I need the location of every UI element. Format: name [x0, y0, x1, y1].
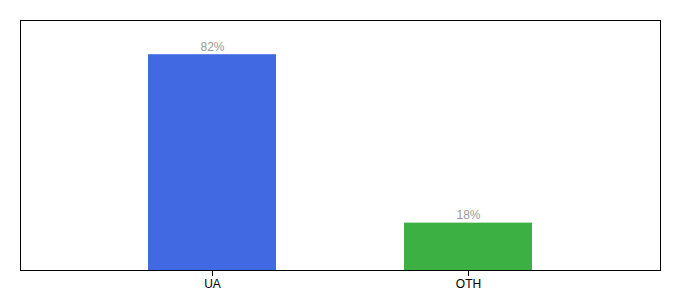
svg-text:OTH: OTH	[456, 277, 481, 291]
svg-text:18%: 18%	[456, 208, 480, 222]
svg-text:UA: UA	[204, 277, 221, 291]
svg-text:82%: 82%	[200, 40, 224, 54]
